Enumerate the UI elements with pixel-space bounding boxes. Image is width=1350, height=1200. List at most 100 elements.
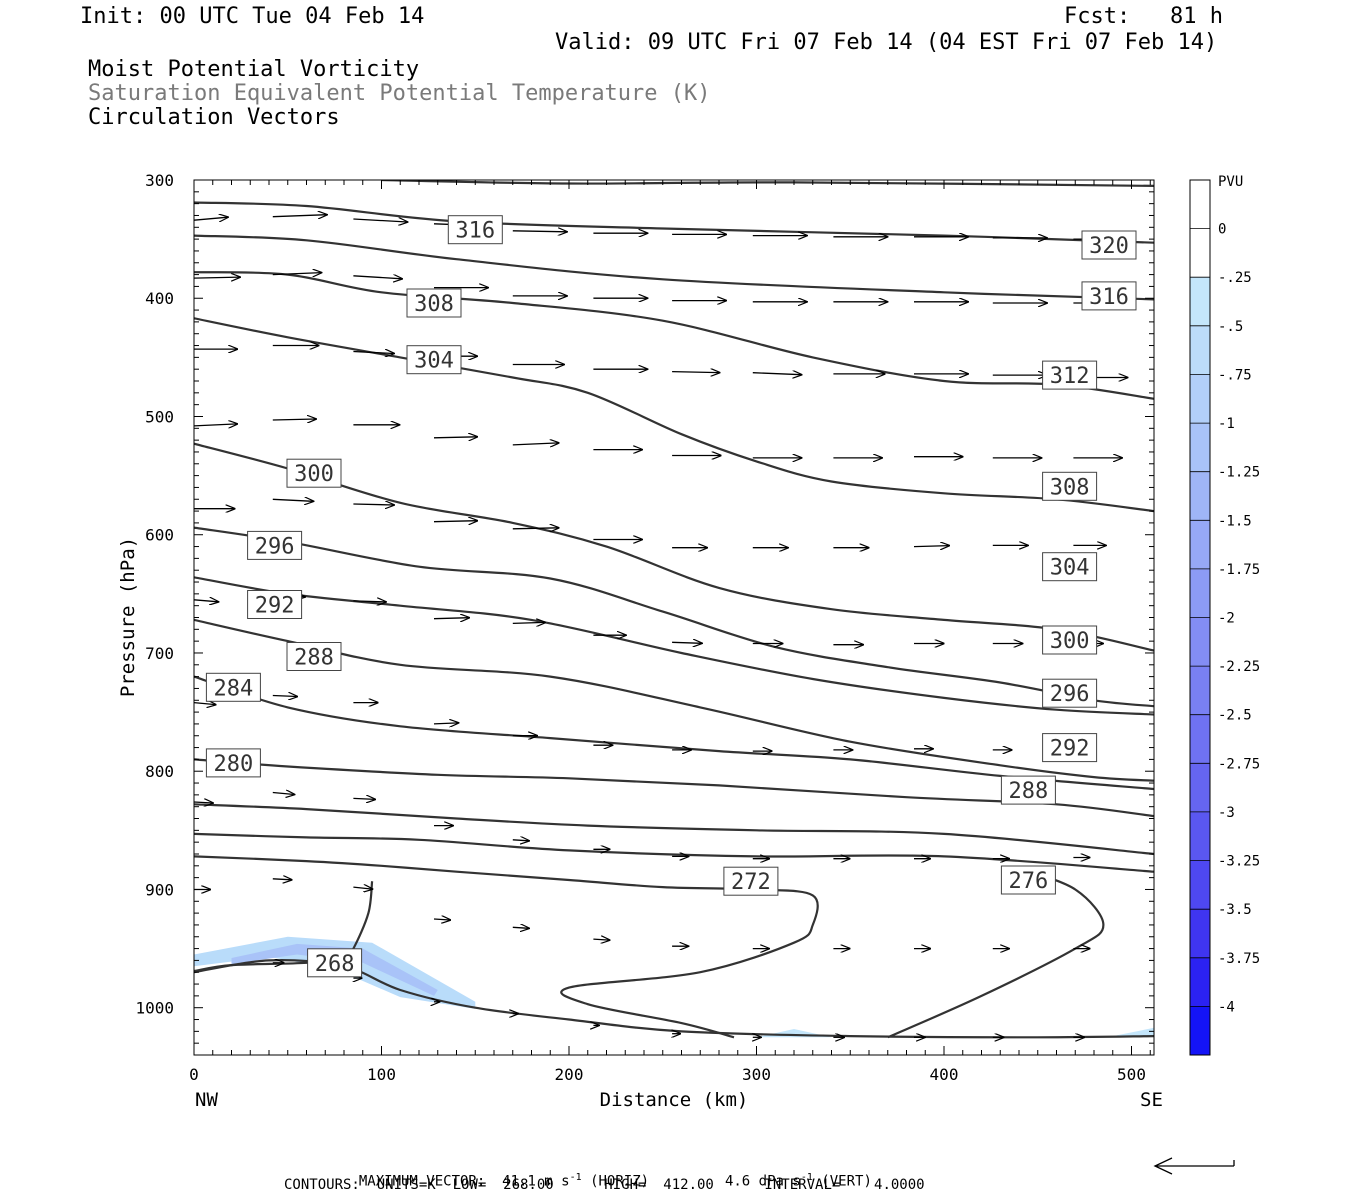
circulation-vector (272, 499, 314, 501)
colorbar-title: PVU (1218, 174, 1243, 190)
colorbar-label: -2.75 (1218, 756, 1260, 772)
colorbar-label: -3.5 (1218, 902, 1252, 918)
horiz-unit: (HORIZ) (590, 1173, 650, 1190)
contour-label-box (1081, 281, 1137, 311)
circulation-vector (272, 419, 316, 420)
y-axis-label: Pressure (hPa) (117, 537, 139, 697)
colorbar-swatch (1190, 374, 1210, 424)
colorbar-label: -2.25 (1218, 659, 1260, 675)
circulation-vector (194, 600, 218, 602)
y-tick-label: 400 (145, 289, 174, 308)
circulation-vector (433, 723, 458, 724)
contour-label-box (286, 642, 342, 671)
contour-label-text: 292 (255, 594, 295, 619)
colorbar-swatch (1190, 957, 1210, 1007)
contour-label-text: 288 (294, 646, 334, 671)
contour-label-box (1042, 678, 1098, 708)
colorbar-label: -1.25 (1218, 465, 1260, 481)
circulation-vector (433, 919, 450, 920)
contour-276 (887, 867, 1105, 1039)
pv-shade-region (1019, 1027, 1154, 1037)
y-tick-labels: 300 400 500 600 700 800 900 1000 (135, 171, 174, 1018)
contour-label-text: 308 (414, 292, 454, 317)
contour-label-box (447, 215, 503, 245)
circulation-vector (272, 793, 295, 795)
circulation-vector (194, 217, 228, 220)
colorbar-label: -.75 (1218, 367, 1252, 383)
contour-label-text: 316 (1089, 285, 1129, 310)
contour-label-box (1081, 230, 1137, 260)
circulation-vector (353, 504, 394, 505)
colorbar-swatch (1190, 666, 1210, 716)
colorbar-label: -3 (1218, 805, 1235, 821)
reference-vector-arrow (1153, 1157, 1235, 1175)
colorbar-label: -4 (1218, 999, 1235, 1015)
circulation-vector (512, 443, 559, 445)
max-vector-label: MAXIMUM VECTOR: (358, 1173, 486, 1190)
colorbar-swatch (1190, 471, 1210, 521)
contour-label-box (406, 345, 462, 375)
circulation-vector (272, 879, 292, 880)
field-title-3: Circulation Vectors (88, 105, 340, 130)
contour-label-text: 296 (255, 534, 295, 559)
horiz-exponent: -1 (569, 1172, 582, 1183)
contour-304 (194, 442, 1154, 652)
contour-label-text: 272 (731, 870, 771, 895)
contour-label-text: 284 (214, 676, 254, 701)
max-vert-value: 4.6 dPa s (724, 1173, 801, 1190)
circulation-vector (512, 840, 529, 841)
colorbar-label: -.25 (1218, 270, 1252, 286)
circulation-vector (752, 373, 802, 375)
colorbar-swatch (1190, 520, 1210, 570)
colorbar-label: -.5 (1218, 319, 1243, 335)
contour-272 (194, 855, 819, 1039)
colorbar-swatch (1190, 763, 1210, 813)
contour-280 (194, 803, 1154, 856)
contour-label-box (205, 672, 261, 702)
contour-label-text: 312 (1050, 364, 1090, 389)
contour-label-text: 268 (315, 952, 355, 977)
circulation-vector (194, 802, 213, 803)
circulation-vector (672, 372, 719, 373)
circulation-vector (353, 798, 375, 799)
contour-label-text: 292 (1050, 737, 1090, 762)
contour-label-box (1042, 552, 1098, 582)
x-tick-label: 400 (930, 1065, 959, 1084)
contour-label-box (1000, 775, 1056, 805)
colorbar-swatch (1190, 180, 1210, 230)
circulation-vector (593, 939, 609, 940)
colorbar-swatch (1190, 423, 1210, 473)
y-tick-label: 900 (145, 881, 174, 900)
contour-label-text: 308 (1050, 475, 1090, 500)
x-tick-label: 0 (189, 1065, 199, 1084)
x-tick-label: 200 (555, 1065, 584, 1084)
colorbar-swatch (1190, 568, 1210, 618)
contour-label-box (247, 530, 303, 560)
colorbar-label: -2 (1218, 611, 1235, 627)
contour-320 (381, 180, 1154, 187)
max-horiz-value: 41.1 m s (502, 1173, 570, 1190)
x-end-right: SE (1140, 1089, 1163, 1111)
circulation-vector (272, 215, 327, 217)
y-tick-label: 500 (145, 408, 174, 427)
circulation-vector (353, 219, 407, 222)
colorbar-label: -3.75 (1218, 951, 1260, 967)
contour-288 (194, 675, 1154, 791)
contour-label-box (307, 948, 363, 978)
contour-label-text: 280 (214, 752, 254, 777)
x-end-left: NW (195, 1089, 218, 1111)
circulation-vector (353, 276, 402, 279)
max-vector-line: MAXIMUM VECTOR: 41.1 m s-1 (HORIZ) 4.6 d… (342, 1159, 872, 1189)
contour-label-text: 276 (1009, 869, 1049, 894)
y-tick-label: 1000 (135, 999, 174, 1018)
y-tick-label: 700 (145, 644, 174, 663)
colorbar-label: -1 (1218, 416, 1235, 432)
forecast-hour: Fcst: 81 h (1064, 4, 1223, 29)
contour-label-box (1042, 471, 1098, 501)
contour-label-box (247, 590, 303, 619)
colorbar-swatch (1190, 277, 1210, 327)
contour-label-text: 304 (414, 349, 454, 374)
init-time: Init: 00 UTC Tue 04 Feb 14 (80, 4, 425, 29)
